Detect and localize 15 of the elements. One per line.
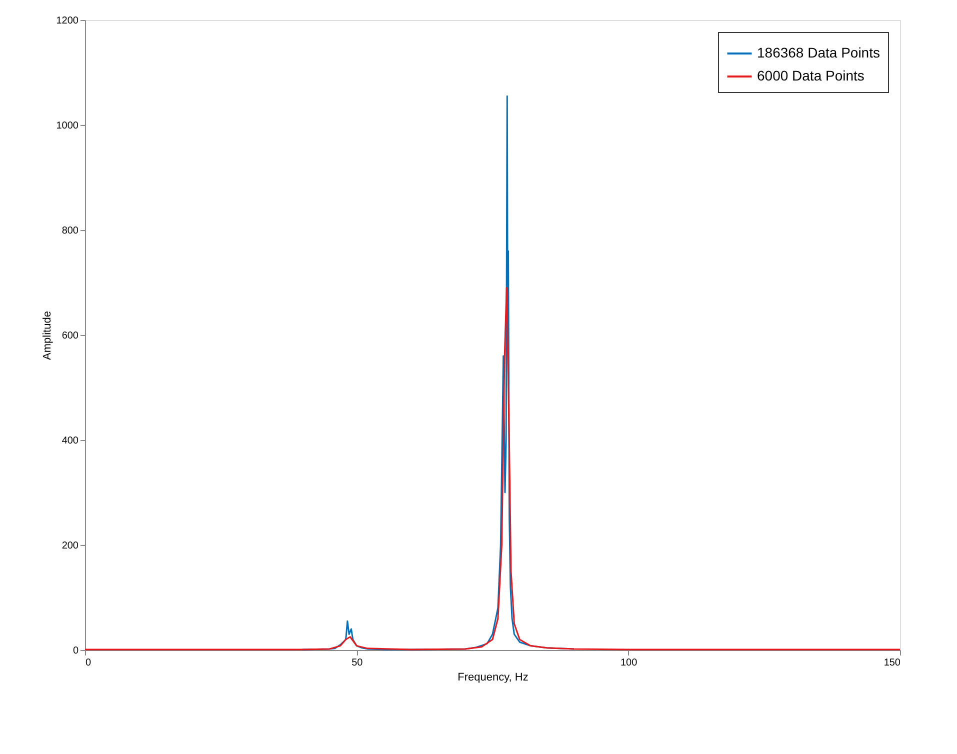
legend-label: 6000 Data Points bbox=[757, 68, 864, 84]
y-tick-label: 1200 bbox=[56, 16, 79, 26]
legend-label: 186368 Data Points bbox=[757, 44, 880, 60]
x-tick-label: 150 bbox=[884, 658, 901, 668]
y-tick-label: 1000 bbox=[56, 120, 79, 132]
y-axis-title: Amplitude bbox=[41, 311, 54, 360]
y-tick-label: 200 bbox=[62, 540, 79, 552]
y-tick-label: 800 bbox=[62, 226, 79, 236]
x-tick-label: 100 bbox=[620, 658, 638, 668]
y-tick-label: 0 bbox=[72, 646, 79, 656]
x-axis-title: Frequency, Hz bbox=[458, 672, 528, 684]
y-tick-label: 600 bbox=[62, 330, 79, 342]
x-tick-label: 0 bbox=[86, 658, 92, 668]
y-tick-label: 400 bbox=[62, 436, 79, 446]
x-tick-label: 50 bbox=[352, 658, 364, 668]
